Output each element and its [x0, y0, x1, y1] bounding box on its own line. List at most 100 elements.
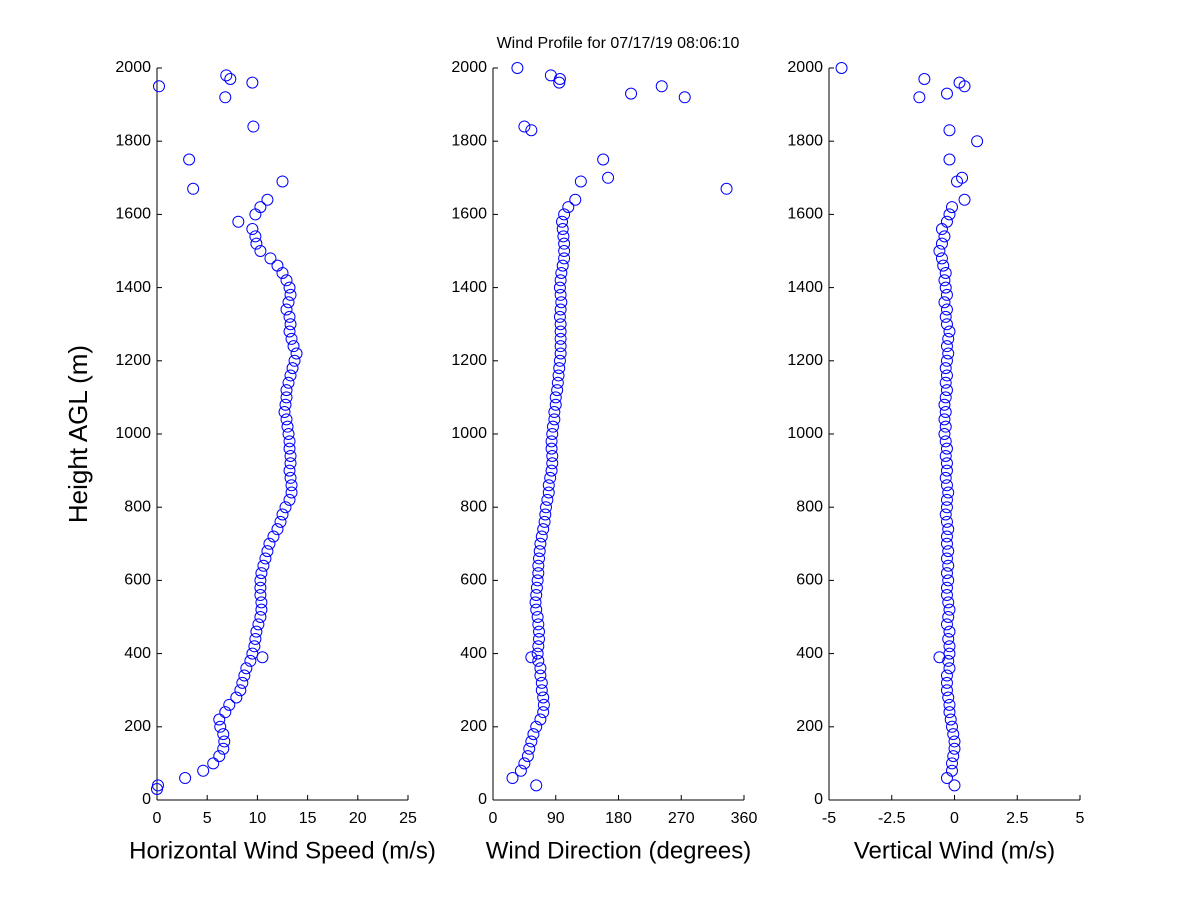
point	[940, 618, 953, 631]
point	[535, 530, 548, 543]
point	[942, 632, 955, 645]
point	[942, 654, 955, 667]
point	[261, 193, 274, 206]
point	[246, 223, 259, 236]
point	[943, 208, 956, 221]
x-tick-label: -5	[822, 810, 836, 827]
x-axis-label: Wind Direction (degrees)	[486, 837, 751, 864]
point	[187, 182, 200, 195]
point	[518, 757, 531, 770]
point	[219, 91, 232, 104]
point	[554, 274, 567, 287]
y-tick-label: 1000	[115, 425, 151, 442]
point	[535, 676, 548, 689]
point	[940, 288, 953, 301]
point	[556, 215, 569, 228]
x-tick-label: 25	[399, 810, 417, 827]
point	[947, 728, 960, 741]
point	[942, 486, 955, 499]
point	[945, 757, 958, 770]
point	[534, 537, 547, 550]
point	[247, 120, 260, 133]
y-tick-label: 2000	[787, 59, 823, 76]
y-tick-label: 1600	[451, 206, 487, 223]
point	[553, 76, 566, 89]
point	[532, 618, 545, 631]
y-tick-label: 0	[142, 791, 151, 808]
point	[940, 318, 953, 331]
y-tick-label: 400	[796, 645, 823, 662]
y-tick-label: 1000	[451, 425, 487, 442]
point	[280, 384, 293, 397]
point	[549, 398, 562, 411]
point	[531, 611, 544, 623]
point	[246, 76, 259, 89]
point	[555, 266, 568, 279]
point	[234, 684, 247, 697]
point	[244, 654, 257, 667]
point	[940, 669, 953, 682]
point	[940, 442, 953, 455]
point	[554, 340, 567, 353]
point	[939, 376, 952, 389]
point	[286, 362, 299, 375]
point	[532, 567, 545, 580]
point	[533, 552, 546, 565]
point	[940, 464, 953, 477]
point	[250, 625, 263, 638]
y-tick-label: 2000	[115, 59, 151, 76]
point	[554, 318, 567, 331]
point	[940, 684, 953, 697]
point	[958, 80, 971, 93]
point	[940, 515, 953, 528]
y-tick-label: 1000	[787, 425, 823, 442]
point	[942, 559, 955, 572]
point	[280, 274, 293, 287]
point	[263, 537, 276, 550]
y-tick-label: 200	[460, 718, 487, 735]
point	[240, 662, 253, 675]
y-tick-label: 1200	[451, 352, 487, 369]
point	[835, 62, 848, 74]
point	[533, 632, 546, 645]
x-tick-label: 270	[668, 810, 695, 827]
point	[943, 625, 956, 638]
point	[274, 515, 287, 528]
y-tick-label: 600	[124, 572, 151, 589]
point	[956, 171, 969, 184]
point	[523, 742, 536, 755]
point	[942, 523, 955, 536]
point	[940, 87, 953, 100]
point	[537, 691, 550, 704]
point	[556, 223, 569, 236]
point	[545, 442, 558, 455]
point	[217, 728, 230, 741]
point	[940, 501, 953, 514]
point	[183, 153, 196, 166]
point	[252, 618, 265, 631]
point	[254, 201, 267, 214]
y-tick-label: 400	[460, 645, 487, 662]
point	[655, 80, 668, 93]
point	[539, 508, 552, 521]
point	[938, 413, 951, 426]
x-tick-label: 20	[349, 810, 367, 827]
point	[948, 735, 961, 748]
point	[938, 274, 951, 287]
point	[720, 182, 733, 195]
y-tick-label: 800	[124, 498, 151, 515]
point	[939, 471, 952, 484]
point	[943, 124, 956, 137]
point	[943, 325, 956, 338]
y-tick-label: 1800	[451, 132, 487, 149]
point	[558, 245, 571, 257]
point	[249, 632, 262, 645]
point	[544, 471, 557, 484]
point	[276, 175, 289, 188]
point	[940, 479, 953, 492]
point	[288, 354, 301, 367]
point	[530, 581, 543, 594]
point	[625, 87, 638, 100]
point	[947, 750, 960, 763]
point	[939, 362, 952, 375]
